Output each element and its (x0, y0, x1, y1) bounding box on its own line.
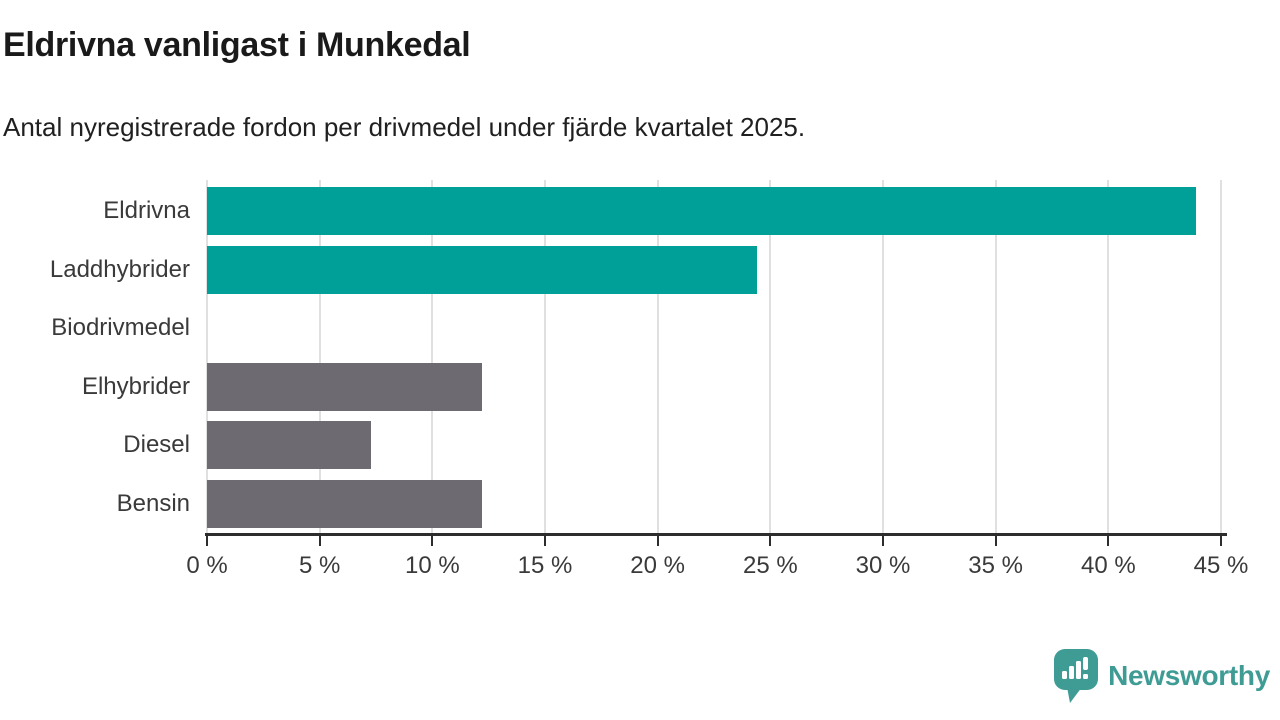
category-label-bensin: Bensin (116, 489, 190, 517)
gridline (769, 180, 772, 533)
x-axis-tick-label: 45 % (1193, 552, 1249, 579)
x-axis-line (205, 533, 1227, 536)
x-axis-tick (882, 536, 884, 546)
gridline (882, 180, 884, 533)
chart-title: Eldrivna vanligast i Munkedal (3, 26, 471, 64)
x-axis-tick-label: 35 % (968, 552, 1024, 579)
category-label-elhybrider: Elhybrider (81, 372, 190, 400)
category-label-eldrivna: Eldrivna (103, 197, 190, 225)
bar-row (207, 416, 1221, 475)
x-axis-tick-label: 40 % (1080, 552, 1136, 579)
x-axis-tick (544, 536, 546, 546)
bar-chart-speech-bubble-icon (1054, 649, 1099, 703)
x-axis-tick (431, 536, 434, 546)
bar-row (207, 475, 1221, 534)
gridline (318, 180, 321, 533)
bar-elhybrider (207, 362, 482, 411)
gridline (206, 180, 208, 533)
brand-footer: Newsworthy (1053, 648, 1270, 704)
bar-diesel (207, 421, 372, 470)
bar-chart: Eldrivna Laddhybrider Biodrivmedel Elhybrid… (0, 180, 1280, 602)
x-axis-tick (656, 536, 659, 546)
y-axis-labels: Eldrivna Laddhybrider Biodrivmedel Elhybrid… (0, 182, 190, 533)
gridline (544, 180, 546, 533)
bar-row (207, 241, 1221, 300)
gridline (1220, 180, 1222, 533)
x-axis-tick-label: 10 % (404, 552, 460, 579)
x-axis-tick (769, 536, 772, 546)
gridline (656, 180, 659, 533)
gridline (994, 180, 997, 533)
category-label-biodrivmedel: Biodrivmedel (51, 314, 190, 342)
x-axis-tick-label: 30 % (855, 552, 911, 579)
x-axis-tick-label: 5 % (298, 552, 341, 579)
category-label-diesel: Diesel (123, 431, 190, 459)
chart-subtitle: Antal nyregistrerade fordon per drivmede… (3, 112, 806, 142)
x-axis-tick (994, 536, 997, 546)
gridline (1107, 180, 1110, 533)
x-axis-tick-label: 0 % (186, 552, 228, 579)
bar-laddhybrider (207, 245, 757, 294)
category-label-laddhybrider: Laddhybrider (49, 255, 190, 283)
brand-name: Newsworthy (1108, 660, 1270, 691)
bar-row (207, 299, 1221, 358)
x-axis-tick (206, 536, 208, 546)
x-axis: 0 % 5 % 10 % 15 % 20 % 25 % 30 % 35 % 40 % 45 % (186, 536, 1248, 596)
plot-area (206, 180, 1222, 534)
x-axis-tick-label: 20 % (630, 552, 686, 579)
x-axis-tick (1107, 536, 1110, 546)
bar-row (207, 358, 1221, 417)
x-axis-tick (318, 536, 321, 546)
bar-bensin (207, 479, 482, 528)
bar-row (207, 182, 1221, 241)
x-axis-tick-label: 25 % (742, 552, 798, 579)
x-axis-tick (1220, 536, 1222, 546)
bar-eldrivna (207, 187, 1197, 236)
gridline (431, 180, 434, 533)
x-axis-tick-label: 15 % (517, 552, 573, 579)
